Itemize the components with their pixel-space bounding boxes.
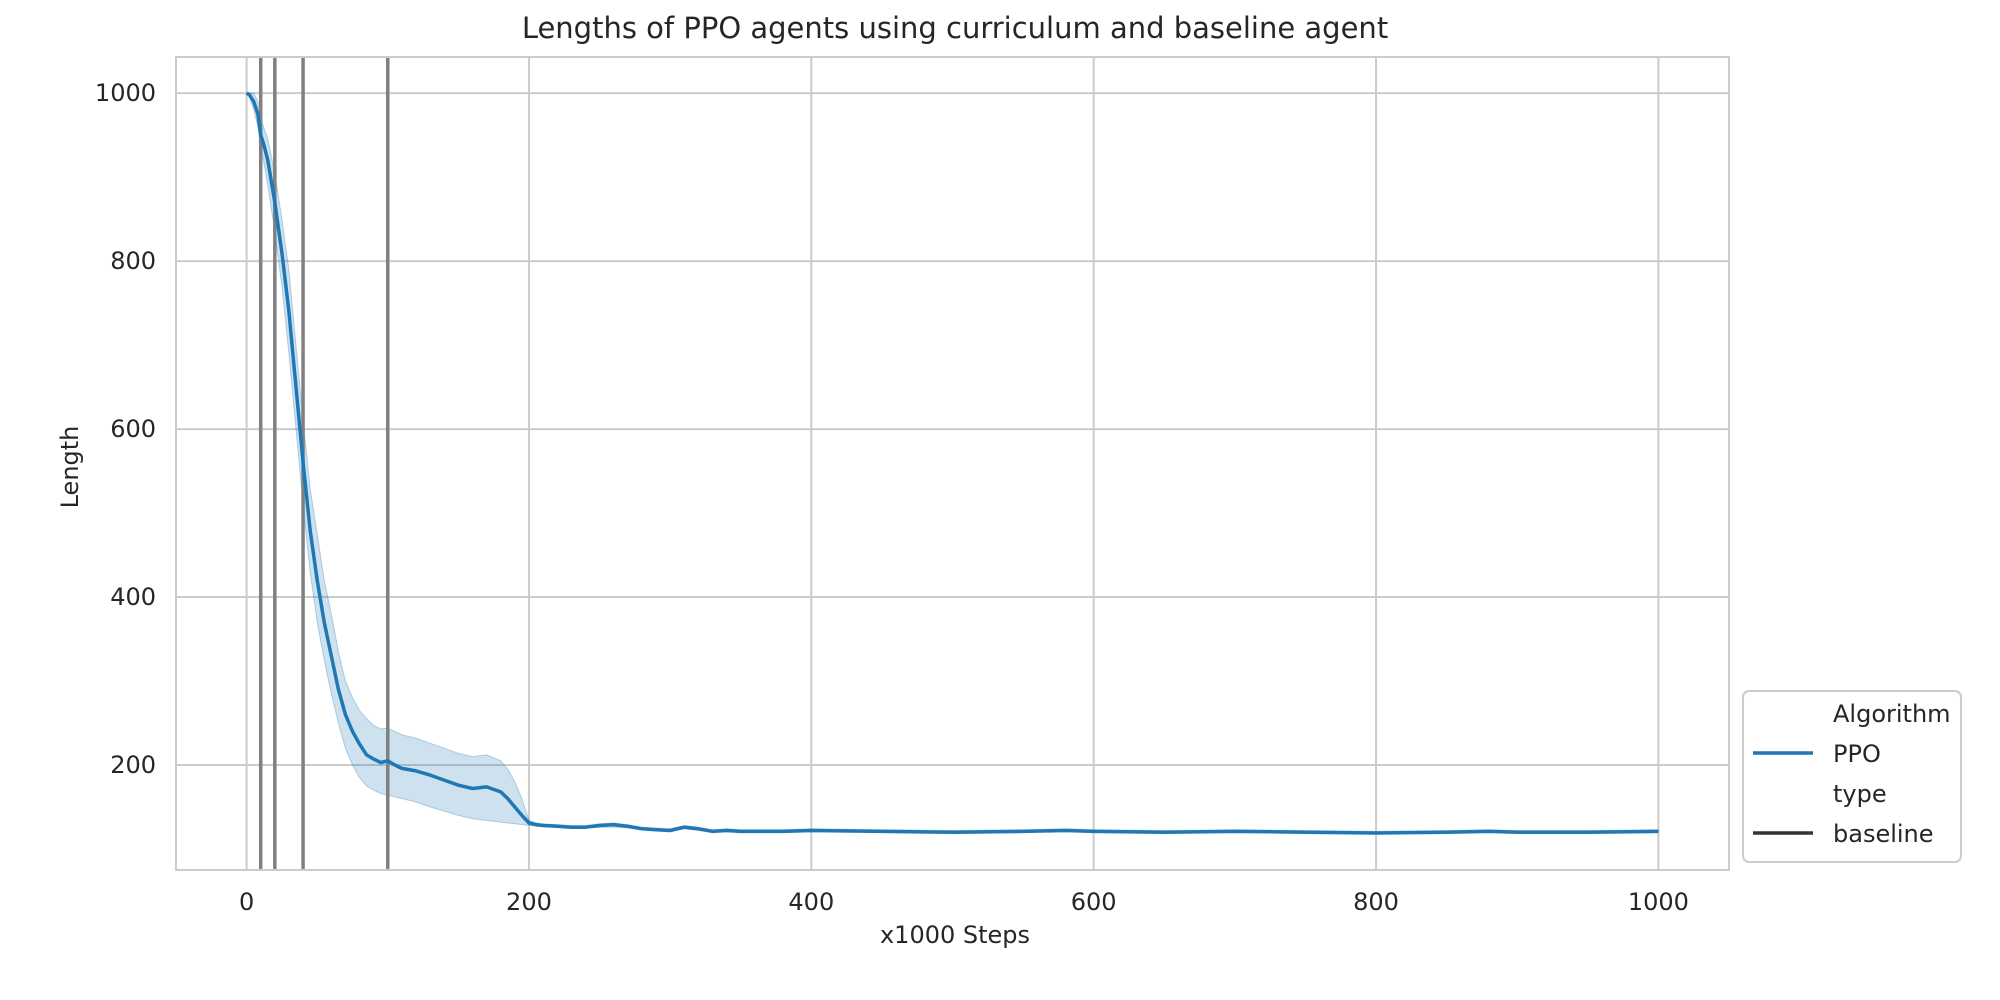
legend-label-0: Algorithm <box>1833 700 1951 728</box>
legend: Algorithm PPO type baseline <box>1742 690 1962 863</box>
legend-box <box>1742 690 1962 863</box>
confidence-band <box>245 92 1659 835</box>
x-tick-label-2: 400 <box>788 888 834 916</box>
y-axis-label: Length <box>56 426 84 509</box>
y-tick-label-2: 600 <box>110 415 156 443</box>
x-tick-labels: 0 200 400 600 800 1000 <box>239 888 1689 916</box>
series-line-0 <box>245 91 1659 835</box>
legend-label-1: PPO <box>1833 740 1881 768</box>
y-tick-label-0: 200 <box>110 751 156 779</box>
x-tick-label-1: 200 <box>506 888 552 916</box>
y-tick-labels: 200 400 600 800 1000 <box>95 79 156 779</box>
x-axis-label: x1000 Steps <box>880 921 1030 949</box>
legend-label-3: baseline <box>1833 820 1934 848</box>
series-lines <box>245 91 1659 835</box>
grid <box>176 57 1729 870</box>
x-tick-label-0: 0 <box>239 888 254 916</box>
x-tick-label-3: 600 <box>1071 888 1117 916</box>
y-tick-label-4: 1000 <box>95 79 156 107</box>
y-tick-label-3: 800 <box>110 247 156 275</box>
x-tick-label-5: 1000 <box>1628 888 1689 916</box>
y-tick-label-1: 400 <box>110 583 156 611</box>
legend-label-2: type <box>1833 780 1887 808</box>
x-tick-label-4: 800 <box>1353 888 1399 916</box>
series-band-0 <box>245 92 1659 835</box>
chart-title: Lengths of PPO agents using curriculum a… <box>522 11 1388 45</box>
plot-frame <box>175 56 1730 871</box>
